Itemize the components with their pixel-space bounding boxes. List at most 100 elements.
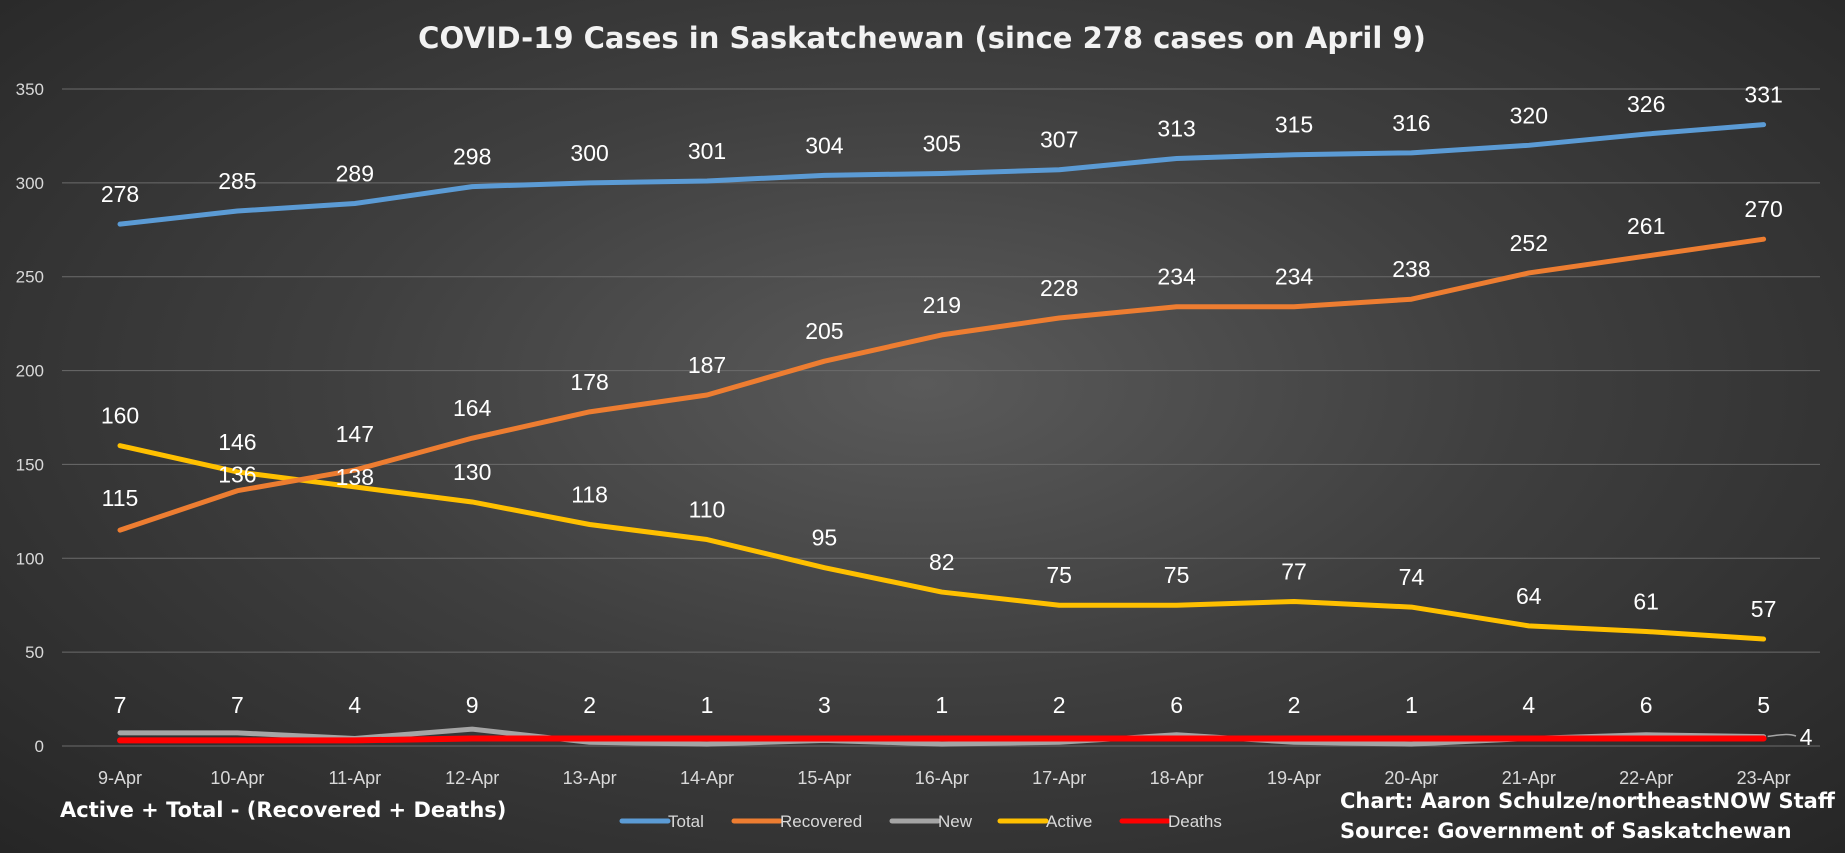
legend-label-recovered: Recovered <box>780 812 862 831</box>
y-tick-label: 350 <box>16 80 44 99</box>
data-label-total: 289 <box>336 161 374 187</box>
legend-label-active: Active <box>1046 812 1092 831</box>
data-label-total: 298 <box>453 144 491 170</box>
data-label-new: 1 <box>1405 692 1418 718</box>
data-label-new: 3 <box>818 692 831 718</box>
data-label-active: 110 <box>689 497 726 523</box>
data-label-recovered: 164 <box>453 395 492 421</box>
formula-note: Active + Total - (Recovered + Deaths) <box>60 798 506 822</box>
legend-label-total: Total <box>668 812 704 831</box>
x-tick-label: 21-Apr <box>1502 768 1556 788</box>
data-label-recovered: 234 <box>1157 264 1196 290</box>
data-label-active: 160 <box>101 403 139 429</box>
data-label-new: 1 <box>701 692 714 718</box>
legend: Total Recovered New Active Deaths <box>619 812 1222 831</box>
data-label-active: 61 <box>1633 588 1659 614</box>
data-label-recovered: 205 <box>805 318 843 344</box>
data-label-active: 146 <box>218 429 256 455</box>
y-tick-label: 100 <box>16 549 44 568</box>
data-label-recovered: 234 <box>1275 264 1314 290</box>
y-tick-label: 0 <box>35 737 44 756</box>
x-tick-label: 13-Apr <box>563 768 617 788</box>
series-lines <box>117 122 1767 747</box>
series-line-deaths <box>117 735 1767 744</box>
data-label-total: 305 <box>923 130 961 156</box>
data-label-total: 315 <box>1275 112 1313 138</box>
data-label-total: 320 <box>1510 102 1548 128</box>
data-label-total: 285 <box>218 168 256 194</box>
grid-lines <box>62 88 1820 747</box>
data-label-new: 7 <box>114 692 127 718</box>
data-label-recovered: 219 <box>923 292 961 318</box>
x-tick-label: 17-Apr <box>1032 768 1086 788</box>
data-label-deaths: 4 <box>1800 724 1813 750</box>
data-label-active: 77 <box>1281 558 1307 584</box>
data-label-recovered: 136 <box>218 462 256 488</box>
legend-label-deaths: Deaths <box>1168 812 1222 831</box>
legend-label-new: New <box>938 812 973 831</box>
data-label-active: 57 <box>1751 596 1777 622</box>
data-label-new: 6 <box>1170 692 1183 718</box>
data-label-total: 304 <box>805 132 844 158</box>
data-label-recovered: 187 <box>688 352 726 378</box>
data-label-new: 2 <box>1053 692 1066 718</box>
series-line-active <box>117 443 1767 642</box>
data-label-active: 75 <box>1164 562 1190 588</box>
data-label-total: 278 <box>101 181 139 207</box>
data-label-total: 301 <box>688 138 726 164</box>
y-tick-label: 200 <box>16 362 44 381</box>
data-label-recovered: 115 <box>102 485 139 511</box>
data-label-new: 2 <box>1288 692 1301 718</box>
data-label-active: 82 <box>929 549 955 575</box>
data-label-new: 5 <box>1757 692 1770 718</box>
data-label-new: 9 <box>466 692 479 718</box>
data-label-total: 300 <box>570 140 608 166</box>
data-label-active: 74 <box>1399 564 1425 590</box>
x-tick-label: 14-Apr <box>680 768 734 788</box>
data-label-recovered: 238 <box>1392 256 1430 282</box>
series-line-recovered <box>117 236 1767 533</box>
x-axis-ticks: 9-Apr 10-Apr 11-Apr 12-Apr 13-Apr 14-Apr 15-Ap… <box>98 768 1791 788</box>
data-label-active: 64 <box>1516 583 1542 609</box>
source-note: Source: Government of Saskatchewan <box>1340 819 1792 843</box>
x-tick-label: 20-Apr <box>1384 768 1438 788</box>
data-label-recovered: 228 <box>1040 275 1078 301</box>
x-tick-label: 15-Apr <box>797 768 851 788</box>
data-label-recovered: 252 <box>1510 230 1548 256</box>
data-label-recovered: 261 <box>1627 213 1665 239</box>
data-label-new: 2 <box>583 692 596 718</box>
x-tick-label: 16-Apr <box>915 768 969 788</box>
y-axis-ticks: 0 50 100 150 200 250 300 350 <box>16 80 44 756</box>
data-label-active: 118 <box>571 481 608 507</box>
x-tick-label: 18-Apr <box>1150 768 1204 788</box>
data-label-active: 75 <box>1046 562 1072 588</box>
data-label-active: 138 <box>336 464 374 490</box>
data-label-total: 331 <box>1744 82 1782 108</box>
x-tick-label: 12-Apr <box>445 768 499 788</box>
data-label-new: 4 <box>348 692 361 718</box>
x-tick-label: 19-Apr <box>1267 768 1321 788</box>
x-tick-label: 23-Apr <box>1737 768 1791 788</box>
data-label-total: 307 <box>1040 127 1078 153</box>
data-label-recovered: 147 <box>336 421 374 447</box>
chart-title: COVID-19 Cases in Saskatchewan (since 27… <box>418 21 1426 55</box>
data-label-new: 6 <box>1640 692 1653 718</box>
data-label-total: 313 <box>1157 115 1195 141</box>
deaths-leader-line <box>1767 733 1797 738</box>
x-tick-label: 11-Apr <box>328 768 381 788</box>
data-label-new: 7 <box>231 692 244 718</box>
data-label-total: 326 <box>1627 91 1665 117</box>
y-tick-label: 50 <box>25 643 44 662</box>
data-label-active: 95 <box>812 525 838 551</box>
x-tick-label: 9-Apr <box>98 768 142 788</box>
credit-note: Chart: Aaron Schulze/northeastNOW Staff <box>1340 789 1836 813</box>
data-label-total: 316 <box>1392 110 1430 136</box>
data-label-recovered: 270 <box>1744 196 1782 222</box>
data-label-active: 130 <box>453 459 491 485</box>
series-line-total <box>117 122 1767 227</box>
y-tick-label: 150 <box>16 455 44 474</box>
data-label-new: 1 <box>935 692 948 718</box>
y-tick-label: 300 <box>16 174 44 193</box>
